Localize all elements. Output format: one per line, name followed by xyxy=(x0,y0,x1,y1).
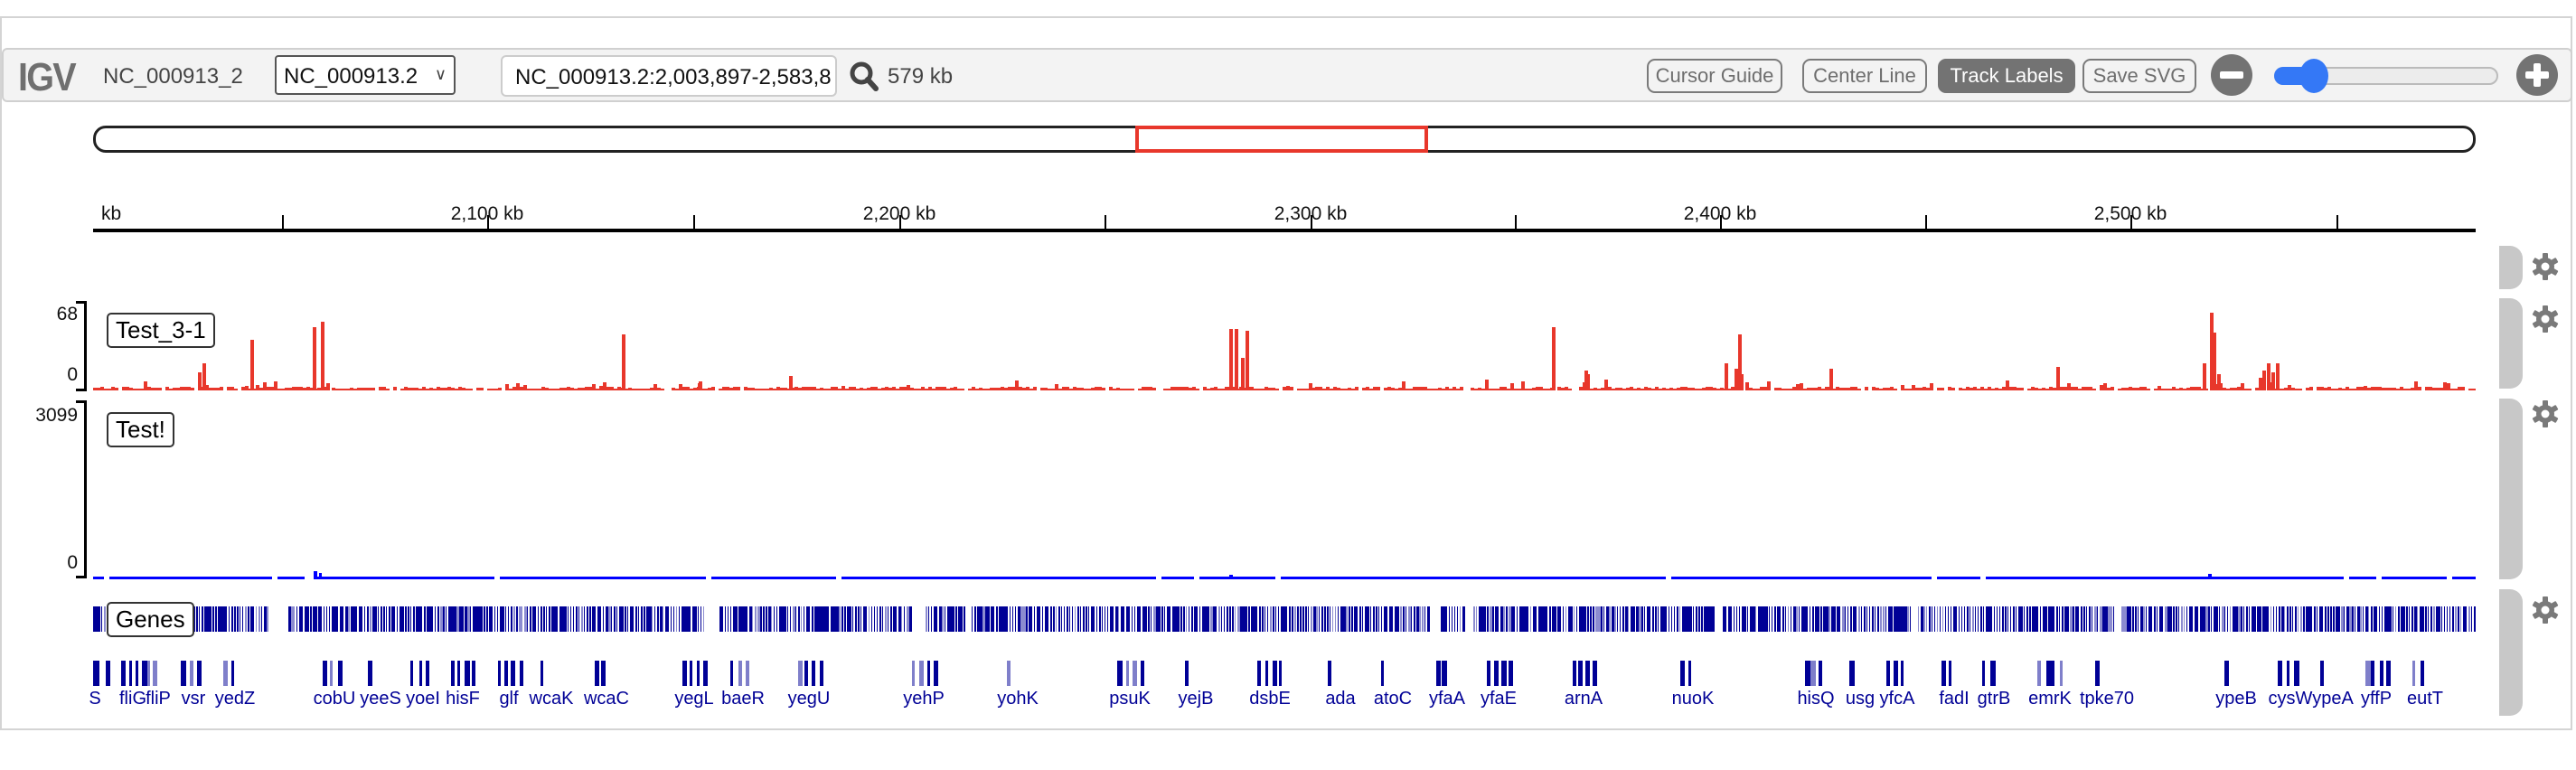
zoom-in-button[interactable] xyxy=(2516,54,2558,96)
igv-logo: IGV xyxy=(18,55,77,99)
ruler-tick xyxy=(693,215,695,230)
ruler-track-handle[interactable] xyxy=(2499,246,2523,289)
ruler-tick xyxy=(2130,215,2132,230)
zoom-slider-thumb[interactable] xyxy=(2299,59,2328,93)
zoom-out-button[interactable] xyxy=(2211,54,2252,96)
ruler-label: 2,500 kb xyxy=(2093,203,2167,224)
ruler-axis xyxy=(93,229,2476,232)
ruler-label: kb xyxy=(101,203,122,224)
gene-label[interactable]: yeeS xyxy=(360,689,401,709)
save-svg-button[interactable]: Save SVG xyxy=(2082,59,2196,93)
gene-label[interactable]: ypeA xyxy=(2312,689,2354,709)
ruler-tick xyxy=(1105,215,1106,230)
ruler-label: 2,400 kb xyxy=(1683,203,1757,224)
gene-label[interactable]: atoC xyxy=(1373,689,1413,709)
gene-label[interactable]: arnA xyxy=(1564,689,1603,709)
gene-label[interactable]: yfaE xyxy=(1480,689,1518,709)
ruler-tick xyxy=(1925,215,1927,230)
locus-search-input[interactable]: NC_000913.2:2,003,897-2,583,8 xyxy=(501,55,837,97)
track-2-coverage-plot xyxy=(93,571,2476,579)
gene-label[interactable]: emrK xyxy=(2028,689,2072,709)
track-2-axis xyxy=(84,400,87,578)
gene-label[interactable]: yfaA xyxy=(1428,689,1466,709)
axis-cap xyxy=(76,301,87,304)
gene-label[interactable]: S xyxy=(89,689,101,709)
cursor-guide-button[interactable]: Cursor Guide xyxy=(1647,59,1782,93)
gene-label[interactable]: yedZ xyxy=(214,689,256,709)
gene-label[interactable]: usg xyxy=(1845,689,1876,709)
gene-label[interactable]: fliP xyxy=(146,689,171,709)
track-label-test-3-1: Test_3-1 xyxy=(107,313,215,348)
gene-label[interactable]: wcaC xyxy=(583,689,630,709)
gene-label[interactable]: ypeB xyxy=(2215,689,2257,709)
track-labels-button[interactable]: Track Labels xyxy=(1938,59,2075,93)
track-1-max: 68 xyxy=(56,304,78,324)
axis-cap xyxy=(76,400,87,403)
center-line-button[interactable]: Center Line xyxy=(1802,59,1927,93)
track-1-coverage-plot xyxy=(93,313,2476,390)
ruler-tick xyxy=(282,215,284,230)
axis-cap xyxy=(76,389,87,391)
gear-icon[interactable] xyxy=(2531,252,2560,281)
minus-icon xyxy=(2220,71,2243,79)
window-width: 579 kb xyxy=(888,64,954,89)
gene-label[interactable]: yffP xyxy=(2360,689,2393,709)
genes-track-plot xyxy=(93,606,2476,686)
chromosome-value: NC_000913.2 xyxy=(284,64,418,89)
gear-icon[interactable] xyxy=(2531,399,2560,428)
ruler-tick xyxy=(899,215,901,230)
genome-name[interactable]: NC_000913_2 xyxy=(103,64,243,89)
axis-cap xyxy=(76,576,87,578)
ruler-label: 2,300 kb xyxy=(1274,203,1348,224)
gene-label[interactable]: hisF xyxy=(446,689,480,709)
gear-icon[interactable] xyxy=(2531,305,2560,333)
chevron-down-icon: ∨ xyxy=(434,65,447,83)
gene-label[interactable]: dsbE xyxy=(1249,689,1291,709)
genes-track-handle[interactable] xyxy=(2499,589,2523,716)
gene-label[interactable]: yohK xyxy=(997,689,1039,709)
gene-label[interactable]: ada xyxy=(1325,689,1356,709)
gene-label[interactable]: vsr xyxy=(181,689,206,709)
ruler-tick xyxy=(487,215,489,230)
gene-label[interactable]: cobU xyxy=(313,689,356,709)
ruler-tick xyxy=(1720,215,1722,230)
plus-icon-v xyxy=(2534,63,2541,87)
gene-label[interactable]: yejB xyxy=(1178,689,1214,709)
gene-label[interactable]: hisQ xyxy=(1797,689,1835,709)
ruler-tick xyxy=(1311,215,1312,230)
track-2-max: 3099 xyxy=(35,405,78,426)
track-1-min: 0 xyxy=(67,364,78,385)
gene-label[interactable]: fadI xyxy=(1939,689,1970,709)
navbar: IGV NC_000913_2 NC_000913.2 ∨ NC_000913.… xyxy=(2,48,2572,102)
gene-label[interactable]: nuoK xyxy=(1671,689,1715,709)
ruler-label: 2,100 kb xyxy=(450,203,524,224)
track-1-handle[interactable] xyxy=(2499,298,2523,389)
chromosome-select[interactable]: NC_000913.2 ∨ xyxy=(275,55,456,95)
gene-label[interactable]: yehP xyxy=(903,689,945,709)
gene-label[interactable]: psuK xyxy=(1109,689,1151,709)
gene-label[interactable]: tpke70 xyxy=(2079,689,2135,709)
track-1-axis xyxy=(84,301,87,391)
gene-label[interactable]: glf xyxy=(499,689,519,709)
gene-label[interactable]: yoeI xyxy=(406,689,440,709)
gene-label[interactable]: eutT xyxy=(2406,689,2444,709)
gene-label[interactable]: yfcA xyxy=(1879,689,1915,709)
track-label-genes: Genes xyxy=(107,602,194,637)
gene-label[interactable]: yegL xyxy=(674,689,714,709)
gene-label[interactable]: gtrB xyxy=(1977,689,2011,709)
ideogram-current-region xyxy=(1135,126,1428,153)
gear-icon[interactable] xyxy=(2531,596,2560,624)
gene-label[interactable]: fliG xyxy=(119,689,146,709)
gene-label[interactable]: wcaK xyxy=(529,689,574,709)
track-label-test: Test! xyxy=(107,412,174,447)
ruler-tick xyxy=(1515,215,1517,230)
track-2-min: 0 xyxy=(67,552,78,573)
search-icon[interactable] xyxy=(849,61,879,91)
ruler-label: 2,200 kb xyxy=(862,203,936,224)
track-2-handle[interactable] xyxy=(2499,399,2523,579)
gene-label[interactable]: baeR xyxy=(721,689,765,709)
ruler-tick xyxy=(2336,215,2338,230)
gene-label[interactable]: cysW xyxy=(2268,689,2313,709)
gene-label[interactable]: yegU xyxy=(787,689,831,709)
